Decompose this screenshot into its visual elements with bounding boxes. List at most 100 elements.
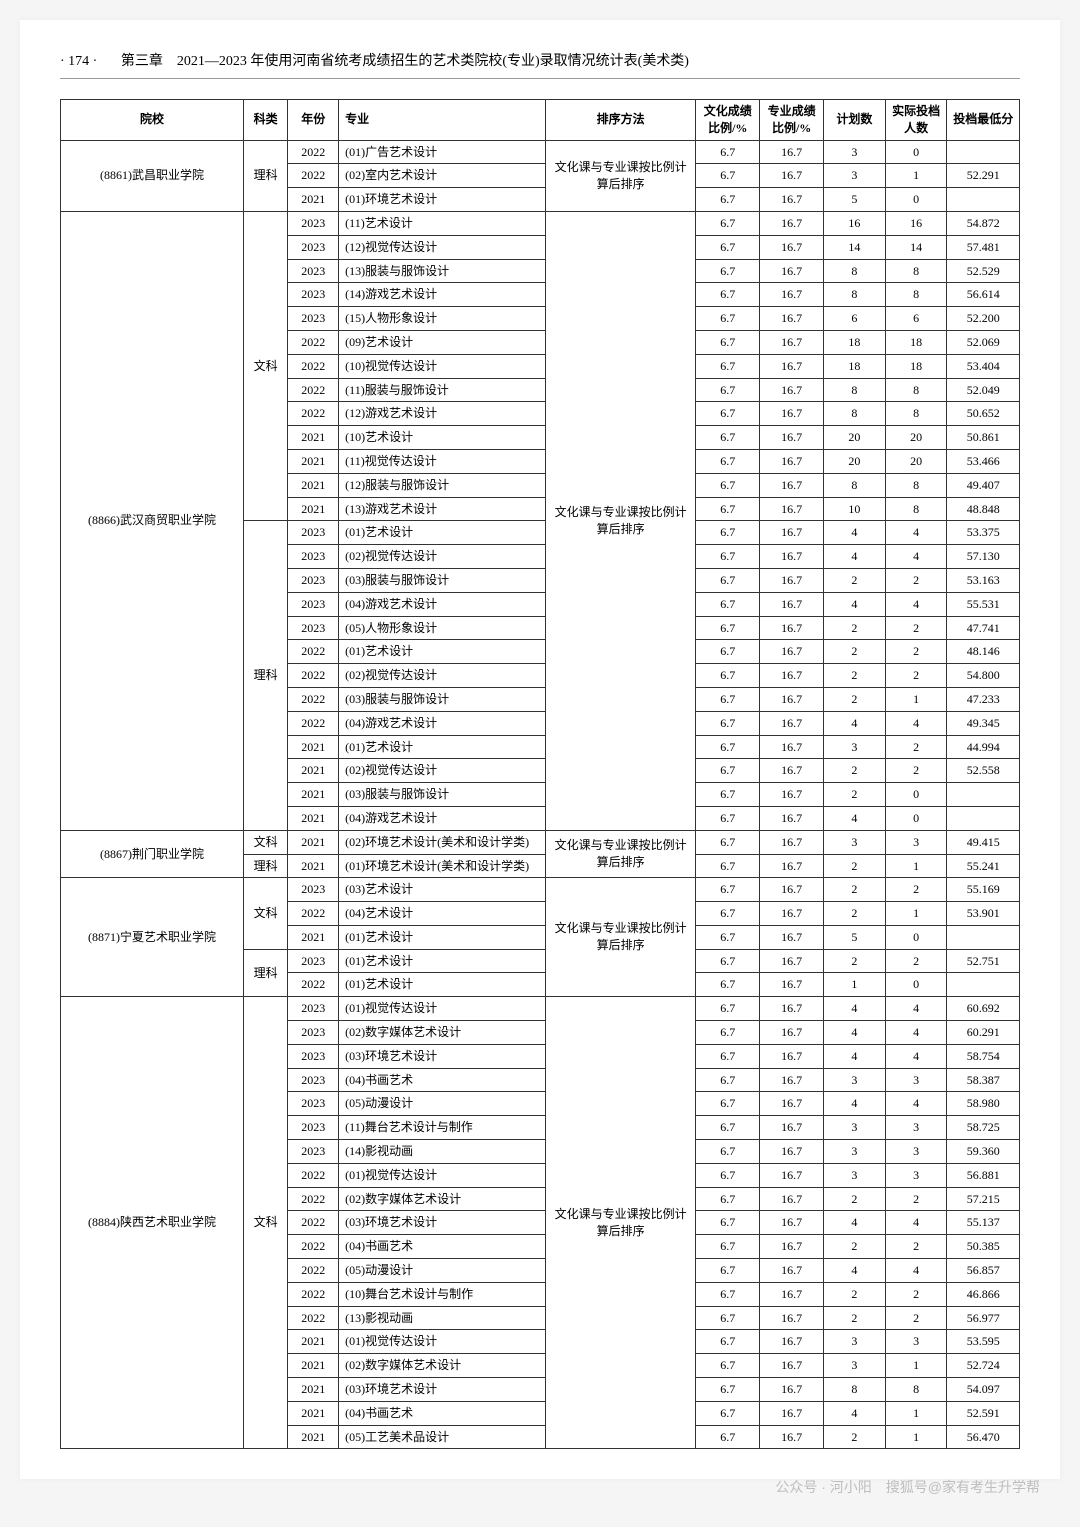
year-cell: 2022 [288, 354, 339, 378]
major-cell: (09)艺术设计 [339, 330, 546, 354]
score-cell: 46.866 [947, 1282, 1020, 1306]
major-cell: (01)视觉传达设计 [339, 997, 546, 1021]
plan-cell: 8 [824, 259, 886, 283]
year-cell: 2021 [288, 1378, 339, 1402]
ratio1-cell: 6.7 [696, 497, 760, 521]
ratio1-cell: 6.7 [696, 1235, 760, 1259]
plan-cell: 3 [824, 140, 886, 164]
category-cell: 文科 [243, 997, 287, 1449]
year-cell: 2022 [288, 664, 339, 688]
ratio2-cell: 16.7 [760, 759, 824, 783]
actual-cell: 3 [885, 1163, 947, 1187]
major-cell: (01)艺术设计 [339, 735, 546, 759]
actual-cell: 4 [885, 1021, 947, 1045]
year-cell: 2023 [288, 1116, 339, 1140]
ratio1-cell: 6.7 [696, 1354, 760, 1378]
year-cell: 2023 [288, 521, 339, 545]
ratio2-cell: 16.7 [760, 878, 824, 902]
actual-cell: 0 [885, 925, 947, 949]
major-cell: (13)服装与服饰设计 [339, 259, 546, 283]
actual-cell: 14 [885, 235, 947, 259]
actual-cell: 18 [885, 354, 947, 378]
category-cell: 文科 [243, 878, 287, 949]
ratio1-cell: 6.7 [696, 1092, 760, 1116]
actual-cell: 2 [885, 664, 947, 688]
year-cell: 2023 [288, 949, 339, 973]
ratio1-cell: 6.7 [696, 687, 760, 711]
year-cell: 2021 [288, 449, 339, 473]
score-cell: 60.692 [947, 997, 1020, 1021]
score-cell: 56.977 [947, 1306, 1020, 1330]
major-cell: (02)视觉传达设计 [339, 664, 546, 688]
score-cell: 52.724 [947, 1354, 1020, 1378]
plan-cell: 2 [824, 1235, 886, 1259]
year-cell: 2022 [288, 402, 339, 426]
ratio2-cell: 16.7 [760, 1235, 824, 1259]
school-cell: (8871)宁夏艺术职业学院 [61, 878, 244, 997]
major-cell: (04)游戏艺术设计 [339, 711, 546, 735]
year-cell: 2022 [288, 687, 339, 711]
major-cell: (01)视觉传达设计 [339, 1163, 546, 1187]
year-cell: 2022 [288, 1306, 339, 1330]
plan-cell: 2 [824, 664, 886, 688]
major-cell: (14)游戏艺术设计 [339, 283, 546, 307]
score-cell: 52.591 [947, 1401, 1020, 1425]
major-cell: (04)游戏艺术设计 [339, 806, 546, 830]
ratio1-cell: 6.7 [696, 640, 760, 664]
plan-cell: 4 [824, 1044, 886, 1068]
major-cell: (02)数字媒体艺术设计 [339, 1354, 546, 1378]
ratio2-cell: 16.7 [760, 1306, 824, 1330]
actual-cell: 0 [885, 783, 947, 807]
plan-cell: 3 [824, 1116, 886, 1140]
ratio2-cell: 16.7 [760, 354, 824, 378]
score-cell: 52.291 [947, 164, 1020, 188]
admission-table: 院校科类年份专业排序方法文化成绩比例/%专业成绩比例/%计划数实际投档人数投档最… [60, 99, 1020, 1449]
ratio1-cell: 6.7 [696, 449, 760, 473]
score-cell: 54.872 [947, 211, 1020, 235]
ratio1-cell: 6.7 [696, 568, 760, 592]
year-cell: 2021 [288, 426, 339, 450]
score-cell: 49.345 [947, 711, 1020, 735]
ratio2-cell: 16.7 [760, 949, 824, 973]
plan-cell: 20 [824, 426, 886, 450]
ratio1-cell: 6.7 [696, 1378, 760, 1402]
actual-cell: 8 [885, 497, 947, 521]
score-cell: 56.614 [947, 283, 1020, 307]
score-cell: 57.481 [947, 235, 1020, 259]
year-cell: 2022 [288, 973, 339, 997]
actual-cell: 1 [885, 854, 947, 878]
major-cell: (05)工艺美术品设计 [339, 1425, 546, 1449]
score-cell: 47.233 [947, 687, 1020, 711]
score-cell: 55.137 [947, 1211, 1020, 1235]
year-cell: 2023 [288, 616, 339, 640]
actual-cell: 1 [885, 164, 947, 188]
score-cell [947, 783, 1020, 807]
ratio2-cell: 16.7 [760, 235, 824, 259]
major-cell: (03)艺术设计 [339, 878, 546, 902]
plan-cell: 2 [824, 1282, 886, 1306]
year-cell: 2022 [288, 1163, 339, 1187]
year-cell: 2022 [288, 1187, 339, 1211]
plan-cell: 4 [824, 592, 886, 616]
plan-cell: 2 [824, 687, 886, 711]
score-cell: 53.163 [947, 568, 1020, 592]
ratio1-cell: 6.7 [696, 1330, 760, 1354]
column-header: 科类 [243, 100, 287, 141]
actual-cell: 20 [885, 449, 947, 473]
major-cell: (04)艺术设计 [339, 902, 546, 926]
major-cell: (05)动漫设计 [339, 1259, 546, 1283]
ratio1-cell: 6.7 [696, 854, 760, 878]
score-cell [947, 925, 1020, 949]
score-cell: 59.360 [947, 1140, 1020, 1164]
plan-cell: 2 [824, 878, 886, 902]
actual-cell: 3 [885, 1116, 947, 1140]
plan-cell: 18 [824, 330, 886, 354]
plan-cell: 2 [824, 1187, 886, 1211]
table-row: (8884)陕西艺术职业学院文科2023(01)视觉传达设计文化课与专业课按比例… [61, 997, 1020, 1021]
school-cell: (8866)武汉商贸职业学院 [61, 211, 244, 830]
plan-cell: 4 [824, 1021, 886, 1045]
year-cell: 2023 [288, 235, 339, 259]
major-cell: (10)视觉传达设计 [339, 354, 546, 378]
ratio1-cell: 6.7 [696, 259, 760, 283]
ratio1-cell: 6.7 [696, 283, 760, 307]
